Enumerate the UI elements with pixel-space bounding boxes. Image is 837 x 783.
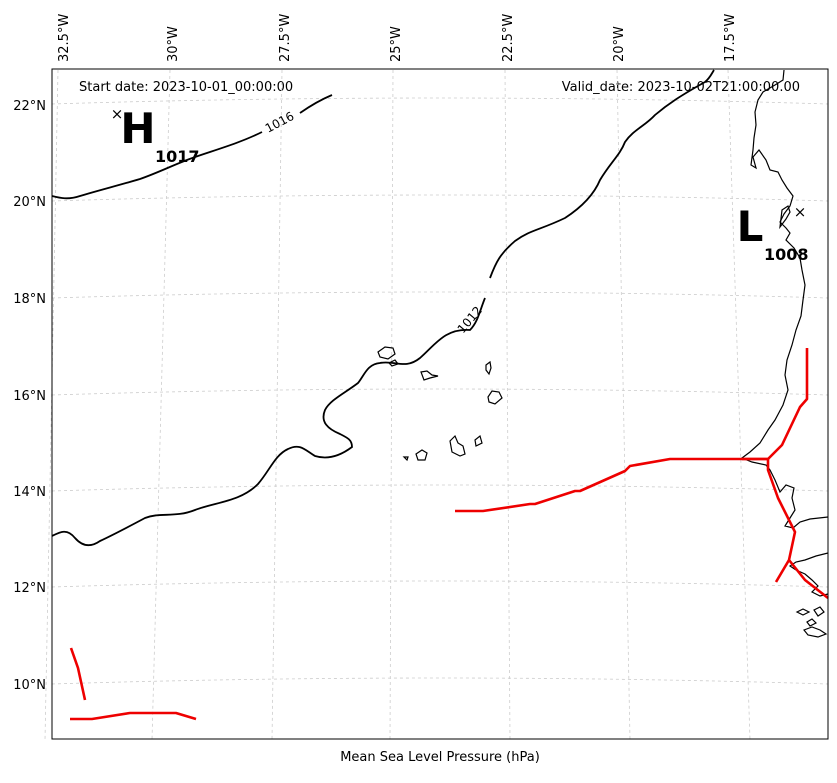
front-south-branch	[766, 459, 797, 583]
coastline-bissagos-2	[806, 618, 818, 627]
coastline-bissagos-1	[795, 608, 811, 616]
meridian-17-5w	[727, 69, 751, 741]
isobar-1012	[51, 69, 715, 547]
meridian-25w	[389, 69, 394, 741]
valid-date-label: Valid_date: 2023-10-02T21:00:00.00	[562, 80, 800, 95]
low-center-marker: ×	[794, 203, 807, 221]
coastline-bay	[779, 205, 791, 230]
lat-label-18n: 18°N	[13, 292, 46, 307]
coastline-guinea	[788, 552, 829, 597]
lon-label-30w: 30°W	[166, 26, 181, 62]
high-center-marker: ×	[111, 105, 124, 123]
high-center-letter: H	[120, 104, 155, 153]
high-pressure-center: × H 1017	[111, 104, 200, 166]
lon-label-25w: 25°W	[389, 26, 404, 62]
high-center-value: 1017	[155, 147, 200, 166]
parallel-12n	[51, 580, 829, 588]
parallel-16n	[51, 388, 829, 396]
island-fogo	[415, 449, 428, 461]
cape-verde-islands	[377, 346, 503, 462]
parallel-18n	[51, 291, 829, 299]
front-sw-segment	[69, 647, 87, 701]
graticule	[44, 69, 829, 741]
island-santiago	[449, 434, 466, 457]
lat-label-12n: 12°N	[13, 581, 46, 596]
map-frame	[51, 68, 829, 740]
fronts	[69, 348, 829, 721]
front-southeast-branch	[787, 559, 829, 600]
lon-label-20w: 20°W	[612, 26, 627, 62]
front-main	[455, 457, 768, 513]
lat-label-22n: 22°N	[13, 99, 46, 114]
island-sao-nicolau	[420, 370, 439, 381]
lon-label-32-5w: 32.5°W	[57, 14, 72, 62]
parallel-14n	[51, 484, 829, 492]
island-sao-vicente	[387, 359, 399, 367]
lat-label-10n: 10°N	[13, 678, 46, 693]
low-center-letter: L	[737, 202, 764, 251]
low-pressure-center: × L 1008	[737, 202, 809, 264]
island-sal	[485, 360, 492, 376]
island-maio	[474, 434, 483, 447]
meridian-32-5w	[44, 69, 59, 741]
coastline-bissagos-4	[813, 606, 825, 617]
lat-label-16n: 16°N	[13, 389, 46, 404]
lat-label-14n: 14°N	[13, 485, 46, 500]
meridian-27-5w	[271, 69, 283, 741]
island-boa-vista	[487, 390, 503, 405]
lat-label-20n: 20°N	[13, 195, 46, 210]
latitude-labels: 22°N 20°N 18°N 16°N 14°N 12°N 10°N	[13, 99, 46, 693]
isobar-1016	[51, 94, 333, 200]
coastline-west-africa	[740, 69, 829, 529]
lon-label-27-5w: 27.5°W	[278, 14, 293, 62]
front-north-branch	[742, 348, 809, 461]
low-center-value: 1008	[764, 245, 809, 264]
parallel-22n	[51, 97, 829, 105]
island-santo-antao	[377, 346, 396, 360]
meridian-20w	[616, 69, 631, 741]
lon-label-22-5w: 22.5°W	[501, 14, 516, 62]
map-caption: Mean Sea Level Pressure (hPa)	[340, 750, 540, 765]
lon-label-17-5w: 17.5°W	[723, 14, 738, 62]
start-date-label: Start date: 2023-10-01_00:00:00	[79, 80, 293, 95]
parallel-20n	[51, 194, 829, 202]
longitude-labels: 32.5°W 30°W 27.5°W 25°W 22.5°W 20°W 17.5…	[57, 14, 738, 62]
coastline-bissagos-3	[803, 626, 828, 638]
island-brava	[402, 456, 409, 462]
front-south-segment	[70, 711, 197, 721]
parallel-10n	[51, 677, 829, 685]
meridian-22-5w	[504, 69, 511, 741]
meridian-30w	[151, 69, 171, 741]
